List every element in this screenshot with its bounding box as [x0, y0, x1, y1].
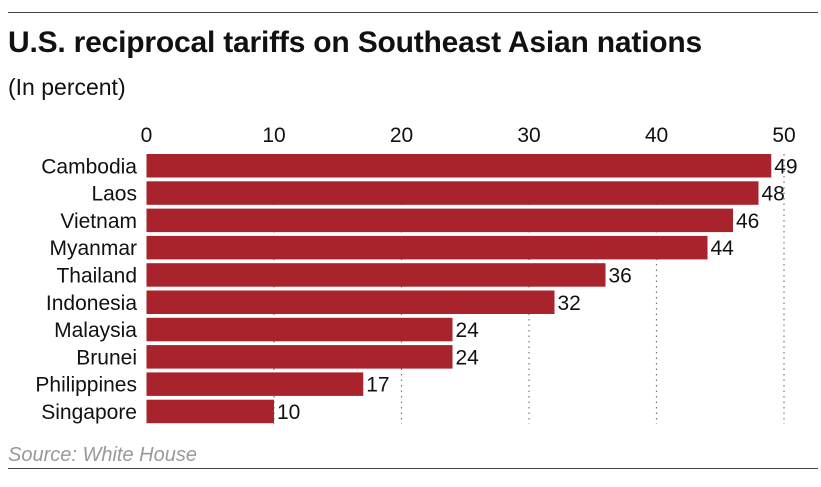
top-rule	[8, 12, 818, 13]
bar	[146, 372, 364, 396]
x-tick-label: 40	[645, 124, 668, 147]
data-label: 24	[456, 346, 480, 369]
chart-subtitle: (In percent)	[8, 74, 126, 100]
bar	[146, 317, 453, 342]
category-label: Philippines	[35, 374, 137, 397]
data-label: 44	[711, 237, 735, 260]
x-tick-label: 30	[517, 124, 540, 147]
data-label: 17	[366, 374, 389, 397]
x-tick-label: 50	[772, 124, 795, 147]
data-label: 48	[762, 183, 785, 206]
category-label: Thailand	[56, 264, 137, 287]
category-label: Singapore	[41, 401, 137, 424]
bar	[146, 290, 555, 314]
category-label: Indonesia	[46, 292, 137, 315]
source-note: Source: White House	[8, 444, 197, 466]
bar	[146, 208, 733, 233]
x-tick-label: 10	[262, 124, 285, 147]
x-tick-label: 20	[390, 124, 413, 147]
data-label: 32	[558, 292, 581, 315]
category-label: Cambodia	[41, 155, 137, 178]
data-label: 10	[277, 401, 300, 424]
bar	[146, 399, 274, 424]
chart-title: U.S. reciprocal tariffs on Southeast Asi…	[8, 26, 703, 59]
category-label: Brunei	[76, 346, 137, 369]
bottom-rule	[8, 468, 818, 469]
bar	[146, 235, 708, 260]
category-label: Vietnam	[60, 210, 137, 233]
bar	[146, 263, 606, 287]
bar	[146, 181, 759, 205]
category-label: Myanmar	[49, 237, 137, 260]
bar	[146, 154, 772, 178]
x-tick-label: 0	[141, 124, 153, 147]
bar	[146, 345, 453, 369]
data-label: 46	[736, 210, 759, 233]
data-label: 24	[456, 319, 480, 342]
category-label: Malaysia	[54, 319, 137, 342]
data-label: 49	[774, 155, 797, 178]
category-label: Laos	[91, 183, 137, 206]
data-label: 36	[609, 264, 632, 287]
